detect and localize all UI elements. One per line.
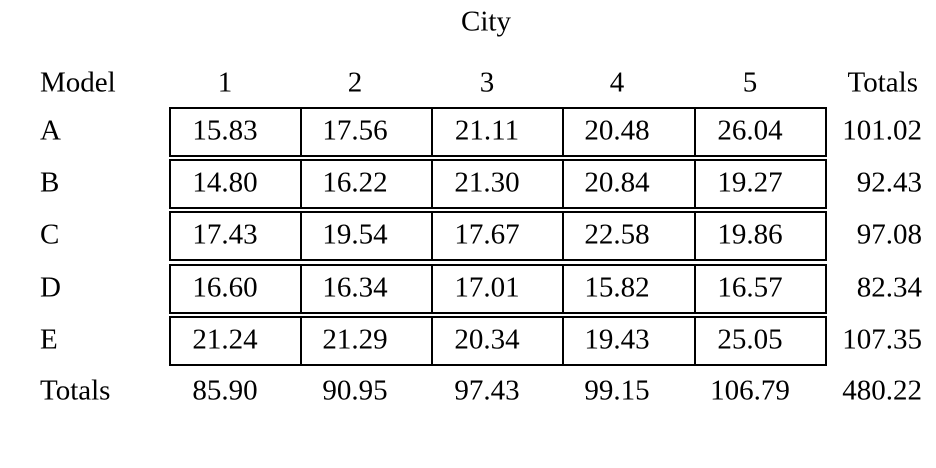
row-total: 107.35 [842,324,922,356]
table-cell [694,159,827,209]
cell-value: 21.29 [322,324,387,356]
column-total: 106.79 [710,375,790,407]
table-cell [694,107,827,157]
cell-value: 21.11 [455,115,519,147]
header-label: Model [40,67,116,99]
totals-label: Totals [40,375,110,407]
row-total: 92.43 [857,167,922,199]
row-label: C [40,219,59,251]
cell-value: 19.86 [717,219,782,251]
cell-value: 16.57 [717,272,782,304]
row-label: E [40,324,58,356]
row-total: 82.34 [857,272,923,304]
cell-value: 20.84 [584,167,650,199]
row-label: B [40,167,59,199]
column-header: 1 [218,67,233,99]
column-header: Totals [848,67,918,99]
cell-value: 16.60 [192,272,257,304]
cell-value: 19.54 [322,219,388,251]
column-total: 99.15 [584,375,649,407]
column-total: 97.43 [454,375,519,407]
cell-value: 26.04 [717,115,783,147]
cell-value: 17.01 [454,272,519,304]
cell-value: 21.30 [454,167,519,199]
grand-total: 480.22 [842,375,922,407]
table-cell [694,264,827,314]
cell-value: 14.80 [192,167,257,199]
column-header: 2 [348,67,363,99]
row-total: 101.02 [842,115,922,147]
cell-value: 22.58 [584,219,649,251]
row-label: D [40,272,61,304]
row-total: 97.08 [857,219,922,251]
cell-value: 19.27 [717,167,782,199]
row-label: A [40,115,61,147]
table-cell [694,316,827,366]
column-header: 5 [743,67,758,99]
cell-value: 16.34 [322,272,388,304]
column-header: 4 [610,67,625,99]
cell-value: 17.43 [192,219,257,251]
cell-value: 16.22 [322,167,387,199]
column-total: 90.95 [322,375,387,407]
column-total: 85.90 [192,375,257,407]
cell-value: 15.82 [584,272,649,304]
cell-value: 15.83 [192,115,257,147]
column-header: 3 [480,67,495,99]
table-title: City [461,6,511,38]
cell-value: 25.05 [717,324,782,356]
cell-value: 20.34 [454,324,520,356]
cell-value: 20.48 [584,115,649,147]
cell-value: 21.24 [192,324,258,356]
cell-value: 17.67 [454,219,519,251]
cell-value: 17.56 [322,115,387,147]
table-cell [694,211,827,261]
cell-value: 19.43 [584,324,649,356]
